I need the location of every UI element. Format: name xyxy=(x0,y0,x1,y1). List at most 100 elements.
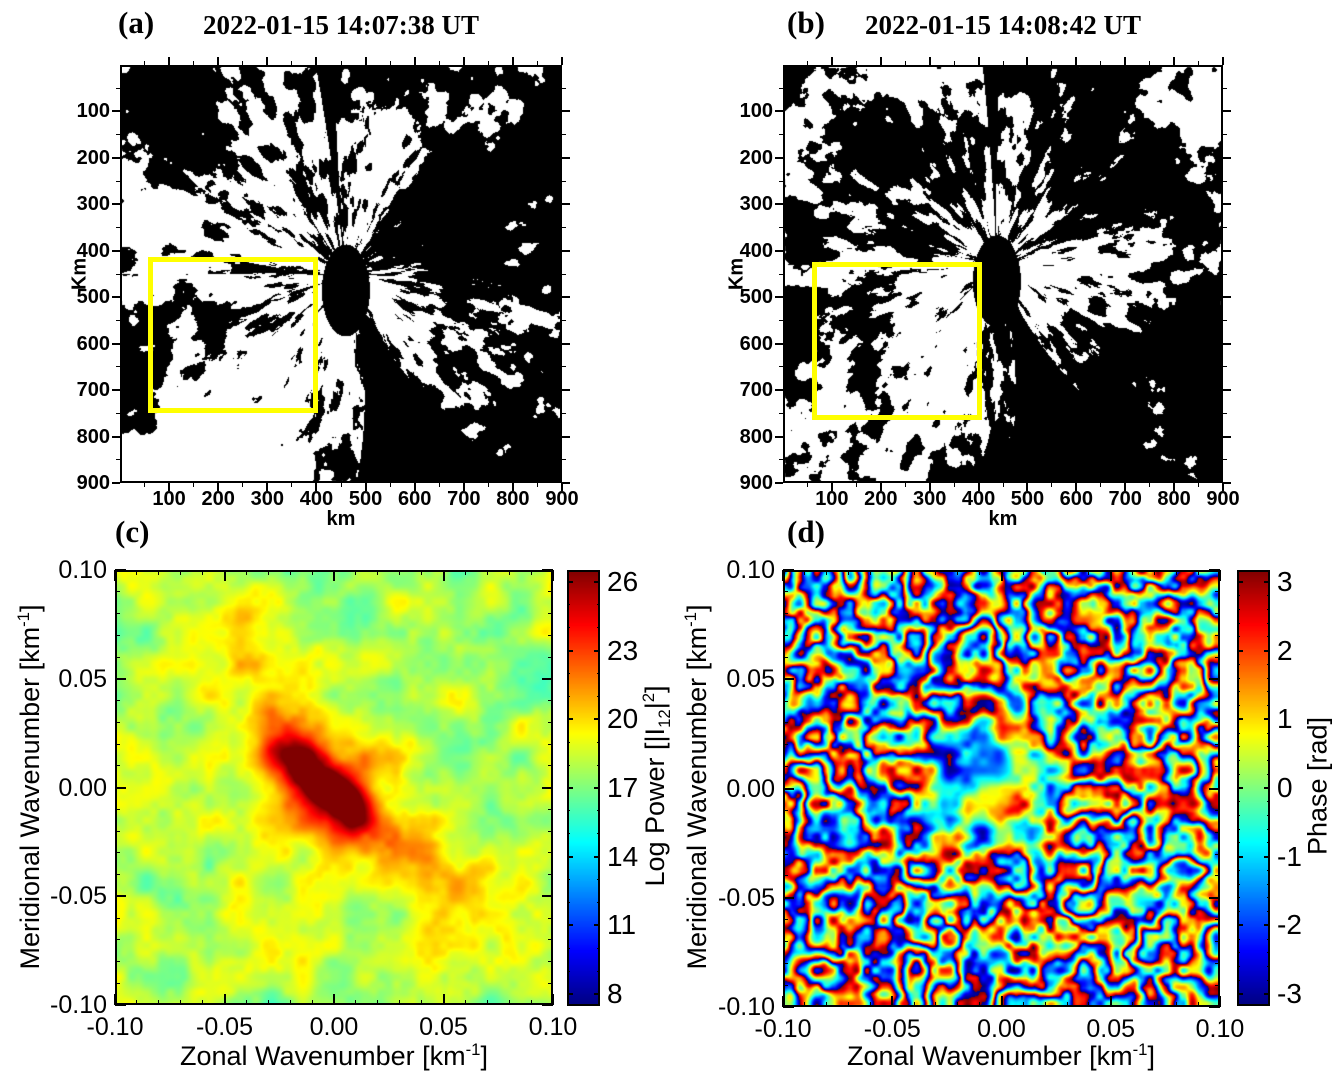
x-tick-top-a xyxy=(462,57,465,65)
x-tick-b xyxy=(855,483,857,487)
panel-b-label: (b) xyxy=(787,5,825,40)
cbar-tick-c xyxy=(594,924,600,927)
y-tick-label-c: 0.05 xyxy=(58,664,107,693)
highlight-box-b xyxy=(811,261,982,421)
cbar-tick-label-d: 3 xyxy=(1277,566,1293,597)
x-tick-top-a xyxy=(487,61,489,65)
y-tick-d xyxy=(783,744,788,746)
x-tick-d xyxy=(826,1002,828,1007)
y-tick-right-d xyxy=(1215,700,1220,702)
y-tick-b xyxy=(779,366,783,368)
x-tick-d xyxy=(957,1002,959,1007)
x-tick-top-d xyxy=(804,570,806,575)
x-tick-top-d xyxy=(869,570,871,575)
y-tick-right-c xyxy=(548,874,553,875)
y-tick-label-b: 200 xyxy=(739,146,773,169)
y-tick-a xyxy=(112,435,120,438)
x-tick-c xyxy=(158,1000,160,1005)
cbar-minor-tick-d xyxy=(1267,938,1270,940)
x-tick-d xyxy=(891,996,894,1007)
cbar-minor-tick-c xyxy=(597,879,600,881)
cbar-minor-tick-d xyxy=(1237,897,1240,899)
cbar-tick-label-d: 1 xyxy=(1277,703,1293,735)
y-tick-right-c xyxy=(548,591,553,593)
y-tick-b xyxy=(779,87,783,89)
y-tick-right-a xyxy=(562,435,570,438)
cbar-minor-tick-d xyxy=(1267,814,1270,816)
y-tick-right-d xyxy=(1215,831,1220,833)
x-axis-title-d-text: Zonal Wavenumber [km xyxy=(846,1041,1133,1071)
x-tick-top-d xyxy=(826,570,828,575)
y-tick-c xyxy=(115,874,120,875)
x-tick-top-a xyxy=(144,61,146,65)
cbar-tick-label-d: -3 xyxy=(1277,978,1302,1009)
cbar-minor-tick-d xyxy=(1237,773,1240,775)
y-tick-right-c xyxy=(548,743,553,745)
y-tick-right-d xyxy=(1209,896,1220,899)
cbar-minor-tick-c xyxy=(597,604,600,606)
x-tick-top-c xyxy=(114,570,116,581)
cbar-tick-c xyxy=(594,993,600,995)
y-axis-title-c-sup: -1 xyxy=(14,612,33,627)
x-tick-b xyxy=(953,483,955,487)
cbar-minor-tick-d xyxy=(1237,869,1240,871)
y-tick-label-a: 100 xyxy=(76,100,110,123)
x-tick-top-b xyxy=(1002,61,1004,65)
cbar-minor-tick-d xyxy=(1267,883,1270,885)
x-axis-title-c-close: ] xyxy=(480,1041,489,1071)
y-tick-right-c xyxy=(542,677,553,680)
x-tick-c xyxy=(486,1000,488,1005)
x-tick-top-c xyxy=(267,570,269,575)
panel-c-label: (c) xyxy=(115,514,150,549)
y-tick-b xyxy=(779,459,783,461)
x-tick-c xyxy=(552,994,554,1005)
x-tick-b xyxy=(1026,483,1029,491)
x-tick-d xyxy=(782,996,784,1007)
y-tick-b xyxy=(779,180,783,182)
y-tick-b xyxy=(779,273,783,275)
cbar-minor-tick-d xyxy=(1237,732,1240,734)
cbar-minor-tick-d xyxy=(1267,705,1270,707)
y-tick-label-c: -0.05 xyxy=(50,882,107,911)
y-tick-right-d xyxy=(1215,766,1220,768)
cbar-minor-tick-d xyxy=(1267,911,1270,913)
y-tick-d xyxy=(783,875,788,877)
y-tick-label-a: 500 xyxy=(76,286,110,309)
x-tick-top-c xyxy=(333,570,335,581)
cbar-minor-tick-d xyxy=(1237,595,1240,597)
y-tick-d xyxy=(783,809,788,811)
y-tick-right-a xyxy=(562,319,566,321)
allsky-image-b xyxy=(783,65,1223,483)
cbar-minor-tick-c xyxy=(597,764,600,766)
cbar-tick-c xyxy=(594,649,600,652)
x-tick-c xyxy=(202,1000,204,1005)
y-tick-right-c xyxy=(542,786,553,789)
x-tick-d xyxy=(804,1002,806,1007)
x-tick-top-a xyxy=(389,61,391,65)
y-tick-right-b xyxy=(1223,412,1227,414)
y-tick-right-c xyxy=(548,721,553,723)
x-tick-c xyxy=(421,1000,423,1005)
x-tick-c xyxy=(180,1000,182,1005)
x-tick-top-a xyxy=(364,57,367,65)
cbar-minor-tick-d xyxy=(1237,746,1240,748)
x-tick-label-a: 400 xyxy=(299,488,334,510)
x-tick-top-b xyxy=(977,57,980,65)
x-tick-top-a xyxy=(340,61,342,65)
x-tick-d xyxy=(1022,1002,1024,1007)
cbar-tick-d xyxy=(1237,924,1243,927)
x-tick-top-a xyxy=(193,61,195,65)
x-tick-a xyxy=(315,483,318,491)
x-tick-top-d xyxy=(1153,570,1155,575)
y-tick-d xyxy=(783,831,788,833)
y-tick-d xyxy=(783,700,788,702)
x-tick-b xyxy=(904,483,906,487)
y-tick-d xyxy=(783,635,788,637)
x-tick-c xyxy=(508,1000,510,1005)
x-tick-top-b xyxy=(1222,57,1224,65)
x-tick-a xyxy=(561,483,563,491)
y-tick-label-b: 800 xyxy=(739,425,773,448)
y-tick-label-c: -0.10 xyxy=(50,991,107,1019)
y-tick-b xyxy=(775,110,783,113)
cbar-tick-c xyxy=(567,924,573,927)
